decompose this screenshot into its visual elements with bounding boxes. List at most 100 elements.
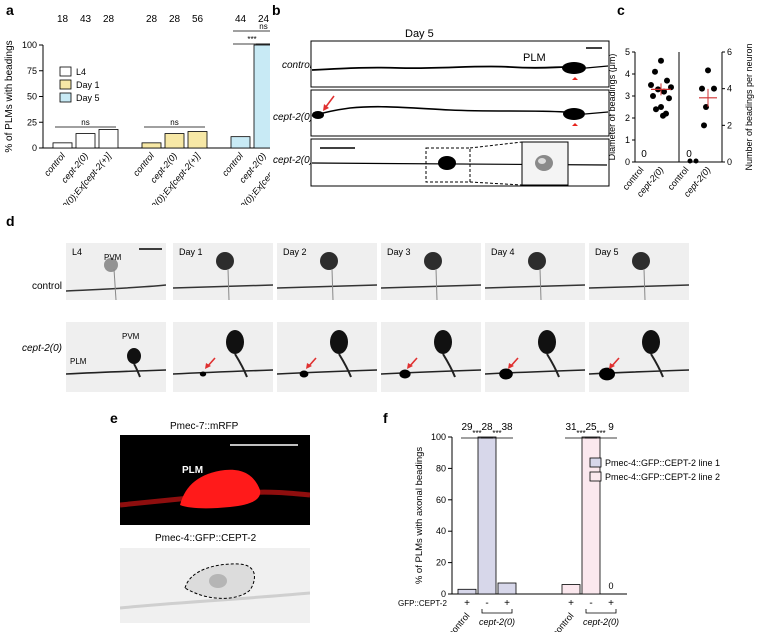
a-n-label: 43 — [80, 14, 92, 25]
a-bar — [187, 131, 208, 149]
panel-d: control cept-2(0) L4 Day 1 Day 2 Day 3 Day 4… — [0, 225, 759, 400]
c-right-tick-label: 4 — [727, 84, 732, 94]
a-legend-swatch — [59, 79, 72, 90]
c-diameter-point — [650, 93, 656, 99]
c-right-axis-label: Number of beadings per neuron — [744, 43, 754, 170]
f-zero-label: 0 — [608, 581, 613, 591]
f-gfp-sign: + — [464, 598, 470, 609]
panel-b-neurons — [310, 40, 610, 187]
a-n-label: 28 — [146, 14, 158, 25]
f-n-label: 25 — [585, 422, 597, 433]
panel-label-f: f — [383, 410, 388, 426]
a-legend-label: L4 — [76, 67, 86, 77]
chart-c: 0 1 2 3 4 5 0 2 4 6 Diameter of beadings (μm) Numbe… — [607, 43, 754, 198]
micrograph-mutant-0 — [66, 322, 166, 392]
f-gfp-sign: - — [589, 598, 592, 609]
f-gfp-sign: + — [504, 598, 510, 609]
c-zero-label: 0 — [641, 149, 647, 160]
panel-b-row-label-3: cept-2(0) — [273, 155, 314, 166]
panel-label-e: e — [110, 410, 118, 426]
a-bar — [253, 44, 270, 149]
a-legend-swatch — [59, 66, 72, 77]
c-right-tick-label: 0 — [727, 157, 732, 167]
c-diameter-point — [658, 57, 664, 64]
f-y-tick-label: 0 — [441, 589, 446, 599]
c-left-tick-label: 2 — [625, 113, 630, 123]
f-n-label: 29 — [461, 422, 473, 433]
panel-label-a: a — [6, 2, 14, 18]
panel-b-title: Day 5 — [405, 28, 434, 40]
micrograph-control-1: Day 1 — [173, 243, 273, 300]
micrograph-time-label: Day 2 — [283, 247, 307, 257]
a-y-axis-label: % of PLMs with beadings — [4, 40, 15, 152]
panel-e-red-image: PLM — [120, 435, 310, 525]
f-n-label: 9 — [608, 422, 614, 433]
a-bar — [52, 142, 73, 149]
f-n-label: 31 — [565, 422, 577, 433]
c-count-point — [701, 122, 707, 129]
c-left-tick-label: 5 — [625, 47, 630, 57]
chart-f: 0 20 40 60 80 100 % of PLMs with axonal beadin… — [398, 422, 720, 632]
a-n-label: 18 — [57, 14, 69, 25]
c-left-tick-label: 1 — [625, 135, 630, 145]
f-bar — [561, 584, 581, 595]
panel-d-row-label-control: control — [32, 281, 63, 292]
c-right-tick-label: 2 — [727, 120, 732, 130]
a-y-tick-label: 50 — [27, 92, 37, 102]
micrograph-control-4: Day 4 — [485, 243, 585, 300]
micrograph-plm-label: PLM — [70, 357, 87, 366]
c-diameter-point — [652, 68, 658, 75]
c-diameter-point — [660, 112, 666, 119]
f-group-bracket — [481, 609, 513, 614]
panel-label-b: b — [272, 2, 281, 18]
f-legend-swatch — [589, 457, 602, 468]
a-legend-swatch — [59, 92, 72, 103]
f-bar — [477, 436, 497, 595]
c-zero-label: 0 — [686, 149, 692, 160]
f-group-label: cept-2(0) — [479, 617, 515, 627]
micrograph-control-3: Day 3 — [381, 243, 481, 300]
panel-e-plm-label: PLM — [182, 465, 204, 476]
micrograph-time-label: Day 1 — [179, 247, 203, 257]
a-bar — [98, 129, 119, 149]
f-n-label: 28 — [481, 422, 493, 433]
micrograph-mutant-2 — [277, 322, 377, 392]
panel-b-row-label-1: control — [282, 60, 313, 71]
f-y-tick-label: 80 — [436, 463, 446, 473]
f-gfp-row-label: GFP::CEPT-2 — [398, 599, 447, 608]
micrograph-pvm-label: PVM — [104, 253, 122, 262]
f-y-tick-label: 40 — [436, 526, 446, 536]
panel-d-row-label-mutant: cept-2(0) — [22, 343, 63, 354]
a-significance-label: ns — [259, 22, 267, 31]
f-y-tick-label: 100 — [431, 432, 446, 442]
f-legend-label: Pmec-4::GFP::CEPT-2 line 2 — [605, 472, 720, 482]
f-gfp-sign: + — [608, 598, 614, 609]
c-left-tick-label: 0 — [625, 157, 630, 167]
c-left-tick-label: 3 — [625, 91, 630, 101]
a-n-label: 24 — [258, 14, 270, 25]
c-count-point — [705, 67, 711, 74]
c-diameter-point — [668, 84, 674, 91]
c-diameter-point — [664, 77, 670, 84]
c-diameter-point — [666, 95, 672, 102]
panel-label-d: d — [6, 213, 15, 229]
f-significance-label: *** — [596, 429, 605, 438]
micrograph-control-5: Day 5 — [589, 243, 689, 300]
f-significance-label: *** — [576, 429, 585, 438]
panel-e: Pmec-7::mRFP PLM Pmec-4::GFP::CEPT-2 — [115, 415, 315, 630]
a-y-tick-label: 100 — [22, 40, 37, 50]
f-gfp-sign: - — [485, 598, 488, 609]
micrograph-mutant-5 — [589, 322, 689, 392]
f-y-tick-label: 20 — [436, 558, 446, 568]
a-significance-label: ns — [170, 118, 178, 127]
micrograph-mutant-3 — [381, 322, 481, 392]
f-group-label: cept-2(0) — [583, 617, 619, 627]
a-legend-label: Day 1 — [76, 80, 100, 90]
a-legend-label: Day 5 — [76, 93, 100, 103]
a-y-tick-label: 25 — [27, 117, 37, 127]
f-n-label: 38 — [501, 422, 513, 433]
c-diameter-point — [661, 88, 667, 95]
micrograph-mutant-1 — [173, 322, 273, 392]
c-left-tick-label: 4 — [625, 69, 630, 79]
